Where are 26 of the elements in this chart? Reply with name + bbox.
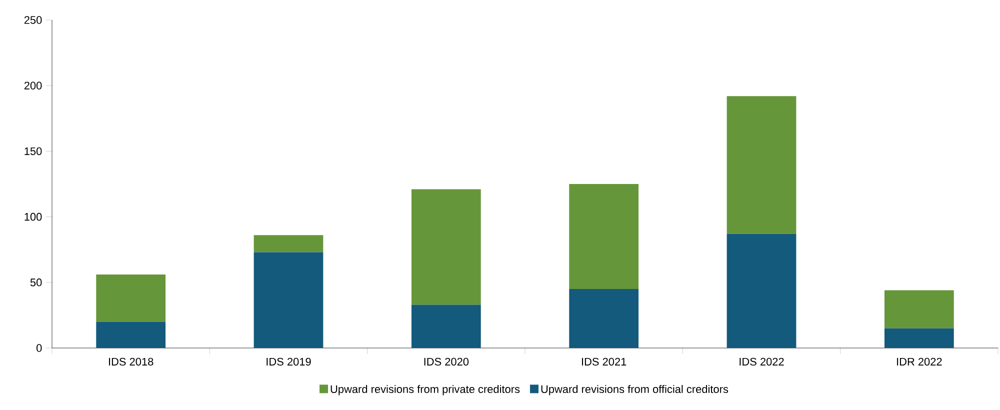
x-tick-label: IDS 2019: [266, 358, 311, 366]
y-tick-label: 150: [24, 147, 42, 156]
x-tick-label: IDS 2022: [740, 358, 784, 366]
legend-label: Upward revisions from official creditors: [541, 384, 728, 396]
bar: [726, 96, 796, 234]
y-tick-label: 100: [24, 212, 42, 221]
y-tick-label: 0: [36, 344, 42, 352]
y-tick-label: 250: [24, 16, 42, 24]
x-tick-label: IDR 2022: [897, 358, 942, 366]
x-tick-label: IDS 2021: [582, 358, 626, 366]
bar: [254, 235, 324, 252]
bar: [569, 184, 639, 289]
legend-label: Upward revisions from private creditors: [330, 384, 520, 396]
bar: [96, 322, 166, 348]
y-tick-label: 50: [30, 278, 42, 286]
bar: [411, 189, 481, 305]
bar: [884, 290, 954, 328]
y-tick-label: 200: [24, 82, 42, 90]
bar: [411, 304, 481, 348]
bar: [569, 288, 639, 348]
x-tick-label: IDS 2018: [109, 358, 154, 366]
x-tick-label: IDS 2020: [424, 358, 469, 366]
bar: [884, 328, 954, 348]
bar: [726, 234, 796, 348]
bar: [254, 252, 324, 348]
bar: [96, 274, 166, 322]
